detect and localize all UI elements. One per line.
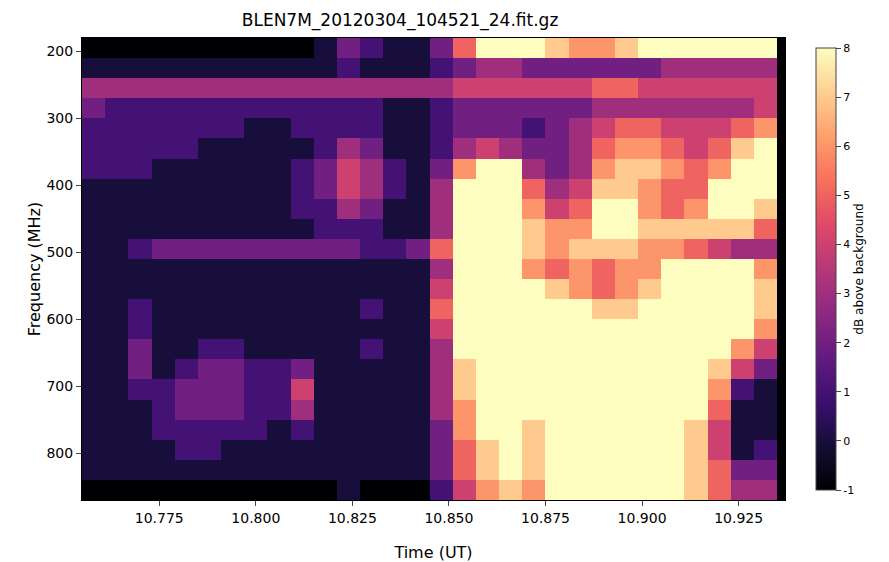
svg-text:0: 0 [843, 435, 850, 448]
svg-text:Time (UT): Time (UT) [393, 543, 472, 562]
svg-text:Frequency (MHz): Frequency (MHz) [25, 202, 44, 336]
svg-text:10.825: 10.825 [328, 510, 377, 526]
svg-text:500: 500 [46, 244, 73, 260]
svg-text:BLEN7M_20120304_104521_24.fit.: BLEN7M_20120304_104521_24.fit.gz [242, 10, 559, 31]
svg-text:10.875: 10.875 [521, 510, 570, 526]
svg-text:10.800: 10.800 [231, 510, 280, 526]
svg-text:1: 1 [843, 386, 850, 399]
svg-text:10.850: 10.850 [424, 510, 473, 526]
svg-text:300: 300 [46, 110, 73, 126]
svg-text:10.900: 10.900 [618, 510, 667, 526]
svg-text:800: 800 [46, 445, 73, 461]
svg-text:6: 6 [843, 140, 850, 153]
svg-text:10.775: 10.775 [135, 510, 184, 526]
svg-text:7: 7 [843, 91, 850, 104]
svg-text:10.925: 10.925 [714, 510, 763, 526]
svg-text:3: 3 [843, 287, 850, 300]
svg-text:200: 200 [46, 43, 73, 59]
svg-text:600: 600 [46, 311, 73, 327]
svg-text:dB above background: dB above background [852, 203, 866, 334]
svg-text:5: 5 [843, 189, 850, 202]
svg-text:4: 4 [843, 238, 850, 251]
svg-text:-1: -1 [843, 484, 854, 497]
svg-text:700: 700 [46, 378, 73, 394]
svg-text:400: 400 [46, 177, 73, 193]
svg-text:2: 2 [843, 337, 850, 350]
svg-text:8: 8 [843, 42, 850, 55]
